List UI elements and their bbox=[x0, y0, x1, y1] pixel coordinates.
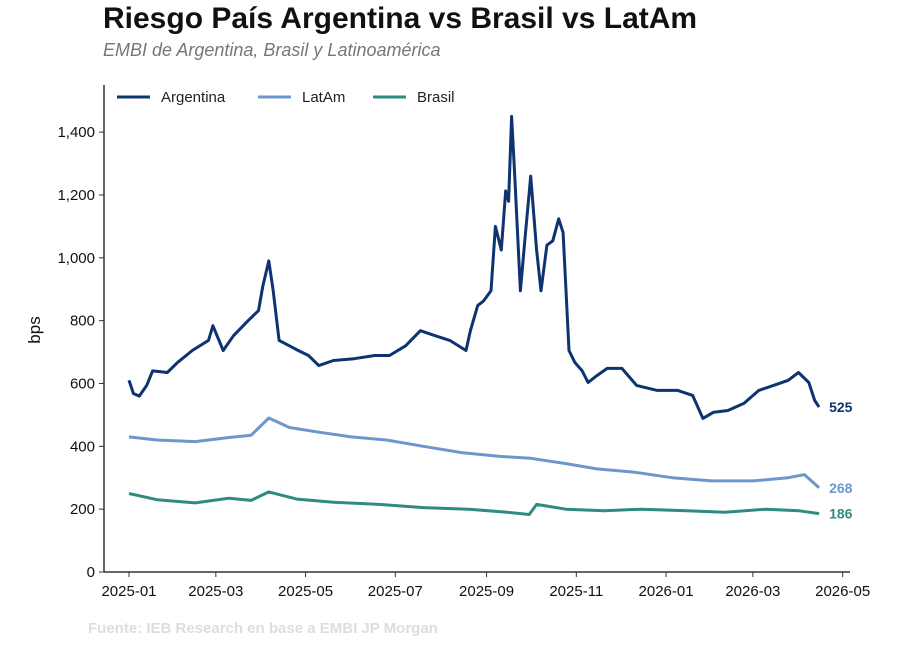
series-line-brasil bbox=[128, 490, 820, 516]
end-label-argentina: 525 bbox=[829, 399, 853, 415]
legend-label-latam: LatAm bbox=[302, 89, 345, 106]
x-tick-label: 2025-05 bbox=[278, 583, 333, 600]
legend-label-brasil: Brasil bbox=[417, 89, 455, 106]
x-tick-label: 2025-03 bbox=[188, 583, 243, 600]
x-tick-label: 2026-05 bbox=[815, 583, 870, 600]
y-tick-label: 400 bbox=[70, 438, 95, 455]
x-tick-label: 2026-03 bbox=[725, 583, 780, 600]
end-label-latam: 268 bbox=[829, 480, 853, 496]
y-tick-label: 0 bbox=[87, 564, 95, 581]
x-tick-label: 2025-09 bbox=[459, 583, 514, 600]
series-line-latam bbox=[128, 416, 821, 489]
y-tick-label: 800 bbox=[70, 313, 95, 330]
source-note: Fuente: IEB Research en base a EMBI JP M… bbox=[88, 620, 438, 637]
y-tick-label: 1,000 bbox=[57, 250, 95, 267]
legend-label-argentina: Argentina bbox=[161, 89, 226, 106]
y-axis-label: bps bbox=[25, 316, 44, 343]
chart-subtitle: EMBI de Argentina, Brasil y Latinoaméric… bbox=[103, 40, 441, 60]
y-tick-label: 1,400 bbox=[57, 124, 95, 141]
x-tick-label: 2026-01 bbox=[639, 583, 694, 600]
y-tick-label: 200 bbox=[70, 501, 95, 518]
y-tick-label: 1,200 bbox=[57, 187, 95, 204]
end-label-brasil: 186 bbox=[829, 506, 853, 522]
y-tick-label: 600 bbox=[70, 375, 95, 392]
series-line-argentina bbox=[127, 114, 821, 420]
x-tick-label: 2025-07 bbox=[368, 583, 423, 600]
x-tick-label: 2025-11 bbox=[549, 583, 603, 600]
chart-title: Riesgo País Argentina vs Brasil vs LatAm bbox=[103, 2, 698, 35]
x-tick-label: 2025-01 bbox=[101, 583, 156, 600]
